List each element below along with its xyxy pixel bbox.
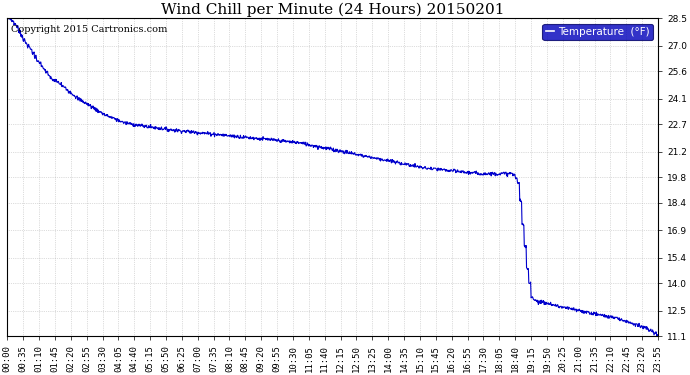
Legend: Temperature  (°F): Temperature (°F) [542, 24, 653, 40]
Title: Wind Chill per Minute (24 Hours) 20150201: Wind Chill per Minute (24 Hours) 2015020… [161, 3, 504, 17]
Text: Copyright 2015 Cartronics.com: Copyright 2015 Cartronics.com [10, 25, 167, 34]
